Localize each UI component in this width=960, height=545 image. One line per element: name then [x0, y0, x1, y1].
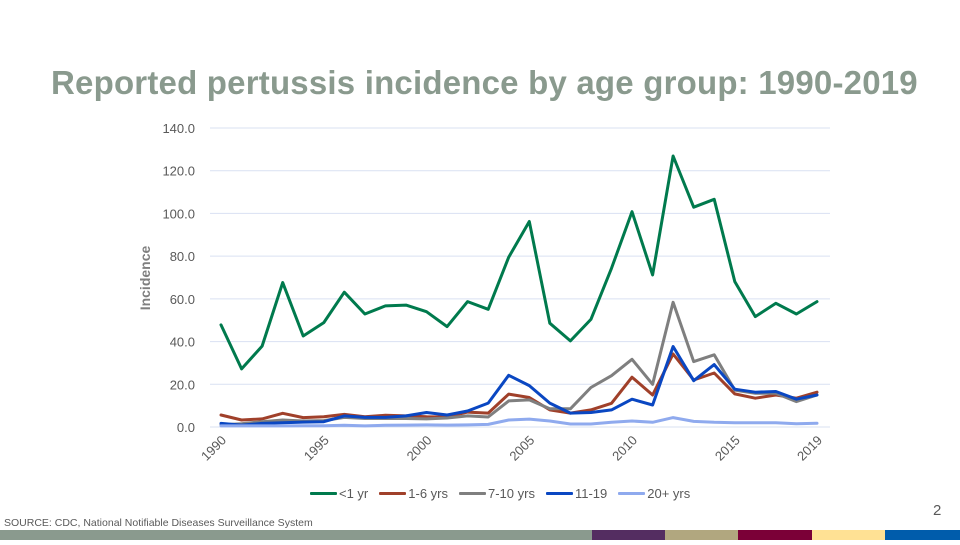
legend-label: 7-10 yrs: [488, 486, 535, 501]
y-axis-title: Incidence: [137, 246, 153, 311]
decorative-color-bar: [0, 530, 960, 540]
y-tick-label: 60.0: [170, 292, 195, 307]
y-tick-label: 80.0: [170, 249, 195, 264]
y-axis-ticks: 0.0 20.0 40.0 60.0 80.0 100.0 120.0 140.0: [162, 121, 195, 435]
legend-item: 7-10 yrs: [459, 486, 535, 501]
x-tick-label: 1990: [198, 433, 229, 464]
x-tick-label: 1995: [301, 433, 332, 464]
series-line-20-yrs: [219, 416, 819, 428]
series-line-11-19: [219, 345, 819, 427]
x-tick-label: 2000: [404, 433, 435, 464]
legend-line-swatch-icon: [545, 492, 573, 495]
color-bar-segment: [738, 530, 812, 540]
x-tick-label: 2015: [712, 433, 743, 464]
chart-legend: <1 yr 1-6 yrs 7-10 yrs 11-19 20+ yrs: [310, 486, 690, 501]
legend-item: 20+ yrs: [618, 486, 690, 501]
series-line-7-10-yrs: [219, 300, 819, 427]
y-tick-label: 0.0: [177, 420, 195, 435]
legend-line-swatch-icon: [310, 492, 337, 495]
series-line-1-6-yrs: [219, 352, 819, 422]
x-tick-label: 2010: [609, 433, 640, 464]
color-bar-segment: [812, 530, 885, 540]
legend-label: <1 yr: [339, 486, 369, 501]
page-number: 2: [933, 502, 942, 519]
legend-label: 11-19: [574, 486, 608, 501]
color-bar-segment: [665, 530, 738, 540]
legend-label: 1-6 yrs: [408, 486, 448, 501]
y-tick-label: 20.0: [170, 377, 195, 392]
y-tick-label: 100.0: [162, 206, 195, 221]
y-tick-label: 140.0: [162, 121, 195, 136]
source-note: SOURCE: CDC, National Notifiable Disease…: [4, 517, 313, 529]
color-bar-segment: [0, 530, 592, 540]
legend-label: 20+ yrs: [647, 486, 691, 501]
legend-item: 11-19: [545, 486, 608, 501]
color-bar-segment: [885, 530, 960, 540]
x-axis-ticks: 1990 1995 2000 2005 2010 2015 2019: [198, 433, 825, 464]
legend-item: 1-6 yrs: [379, 486, 448, 501]
y-tick-label: 40.0: [170, 335, 195, 350]
legend-line-swatch-icon: [618, 492, 646, 495]
x-tick-label: 2005: [506, 433, 537, 464]
color-bar-segment: [592, 530, 665, 540]
x-tick-label: 2019: [794, 433, 825, 464]
legend-item: <1 yr: [310, 486, 368, 501]
data-series: [219, 154, 819, 428]
y-tick-label: 120.0: [162, 164, 195, 179]
slide-title: Reported pertussis incidence by age grou…: [51, 64, 918, 101]
legend-line-swatch-icon: [459, 492, 486, 495]
series-line-1-yr: [219, 154, 819, 371]
legend-line-swatch-icon: [379, 492, 407, 495]
